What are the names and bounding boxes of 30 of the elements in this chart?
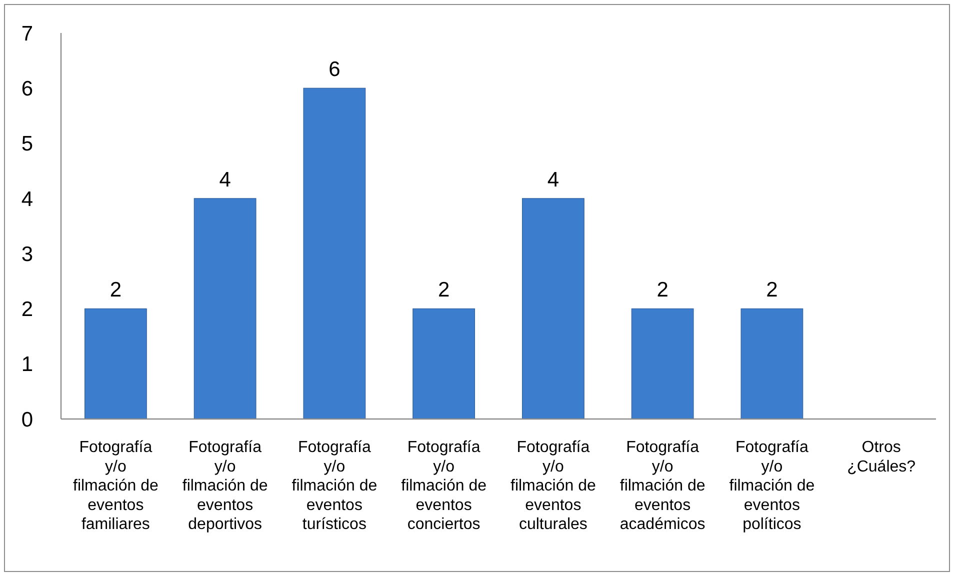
bar	[84, 308, 147, 420]
y-tick-label: 0	[21, 408, 33, 432]
data-label: 2	[438, 278, 450, 302]
bar	[412, 308, 476, 420]
data-label: 6	[328, 58, 340, 82]
x-tick-label: Fotografía y/o filmación de eventos turísticos	[292, 439, 378, 534]
y-tick-label: 4	[21, 188, 34, 211]
bar	[194, 198, 256, 420]
x-tick-label: Fotografía y/o filmación de eventos académicos	[620, 439, 706, 534]
x-tick-label: Fotografía y/o filmación de eventos familiares	[73, 439, 158, 534]
bar	[740, 308, 804, 420]
data-label: 2	[110, 278, 122, 302]
x-tick-label: Fotografía y/o filmación de eventos conciertos	[401, 439, 487, 534]
x-tick-label: Fotografía y/o filmación de eventos deportivos	[182, 439, 268, 534]
data-label: 2	[766, 278, 778, 302]
bar	[631, 308, 694, 420]
y-tick-label: 6	[21, 77, 33, 100]
x-tick-label: Otros ¿Cuáles?	[847, 439, 916, 476]
x-tick-label: Fotografía y/o filmación de eventos culturales	[510, 439, 596, 534]
y-tick-label: 5	[21, 132, 33, 156]
data-label: 4	[547, 168, 560, 192]
y-tick-label: 2	[21, 298, 33, 322]
y-tick-label: 1	[21, 353, 33, 376]
y-tick-label: 7	[21, 22, 33, 46]
data-label: 2	[656, 278, 668, 302]
bar	[522, 198, 584, 420]
y-tick-label: 3	[21, 242, 33, 266]
x-tick-label: Fotografía y/o filmación de eventos políticos	[729, 439, 815, 534]
bar	[303, 88, 366, 420]
data-label: 4	[219, 168, 232, 192]
